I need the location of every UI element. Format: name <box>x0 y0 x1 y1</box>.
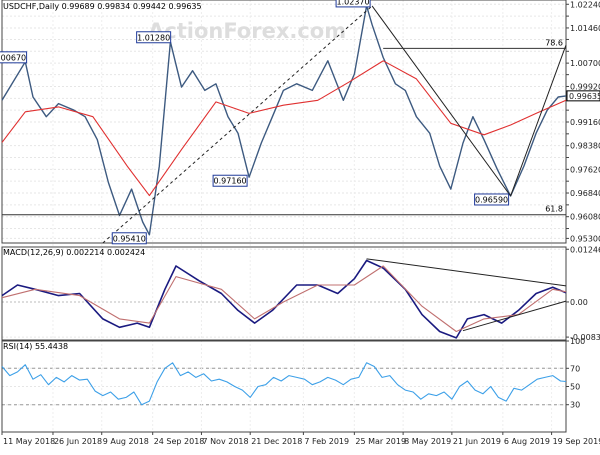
x-tick-label: 21 Jun 2019 <box>453 437 501 446</box>
fib-level-label: 61.8 <box>545 205 563 214</box>
price-panel-title: USDCHF,Daily 0.99689 0.99834 0.99442 0.9… <box>3 2 202 11</box>
y-tick-label: 1.01460 <box>570 24 600 33</box>
fib-level-label: 78.6 <box>545 38 563 47</box>
annotation-box <box>111 232 147 245</box>
y-tick-label: 0.95300 <box>570 234 600 243</box>
y-tick-label: 0.97620 <box>570 165 600 174</box>
y-tick-label: 100 <box>570 337 585 346</box>
series-line-signal <box>1 265 567 333</box>
y-tick-label: 0.99160 <box>570 118 600 127</box>
y-tick-label: -0.008313 <box>570 333 600 342</box>
macd-panel-title: MACD(12,26,9) 0.002214 0.002424 <box>3 248 145 257</box>
annotation-box <box>136 31 172 44</box>
y-tick-label: 0.00 <box>570 298 588 307</box>
x-tick-label: 7 Feb 2019 <box>304 437 349 446</box>
x-tick-label: 25 Mar 2019 <box>355 437 406 446</box>
annotation-label: 1.00670 <box>0 53 26 62</box>
trendline <box>366 258 567 287</box>
y-tick-label: 0.012467 <box>570 245 600 254</box>
x-tick-label: 6 Aug 2019 <box>504 437 550 446</box>
y-tick-label: 1.02240 <box>570 0 600 9</box>
x-tick-label: 8 May 2019 <box>404 437 451 446</box>
y-tick-label: 0.99920 <box>570 82 600 91</box>
y-tick-label: 0.98380 <box>570 142 600 151</box>
y-tick-label: 50 <box>570 383 580 392</box>
annotation-label: 0.95410 <box>113 234 146 243</box>
annotation-box <box>474 193 510 206</box>
series-line-price <box>1 5 567 236</box>
annotation-label: 1.01280 <box>137 33 170 42</box>
annotation-label: 0.96590 <box>475 195 508 204</box>
x-tick-label: 19 Sep 2019 <box>553 437 600 446</box>
annotation-label: 1.02370 <box>337 0 370 6</box>
x-tick-label: 9 Aug 2018 <box>103 437 149 446</box>
annotation-label: 0.97160 <box>214 177 247 186</box>
watermark: ActionForex.com <box>148 19 346 43</box>
annotation-box <box>0 51 28 64</box>
y-tick-label: 0.96840 <box>570 189 600 198</box>
y-tick-label: 70 <box>570 364 580 373</box>
rsi-panel-title: RSI(14) 55.4438 <box>3 342 68 351</box>
trendline <box>510 44 567 197</box>
panel-frame <box>1 246 567 341</box>
trendline <box>371 5 512 197</box>
current-price-box <box>566 90 600 102</box>
annotation-box <box>212 174 248 187</box>
annotation-box <box>335 0 371 8</box>
x-tick-label: 26 Jun 2018 <box>54 437 102 446</box>
y-tick-label: 0.96080 <box>570 213 600 222</box>
x-tick-label: 11 May 2018 <box>3 437 55 446</box>
series-line-macd <box>1 259 567 339</box>
x-tick-label: 7 Nov 2018 <box>202 437 248 446</box>
series-line-ma <box>1 60 567 197</box>
y-tick-label: 30 <box>570 401 580 410</box>
x-tick-label: 21 Dec 2018 <box>251 437 302 446</box>
x-tick-label: 24 Sep 2018 <box>154 437 205 446</box>
y-tick-label: 1.00700 <box>570 59 600 68</box>
trendline <box>462 300 567 332</box>
current-price-label: 0.99635 <box>569 92 600 101</box>
series-line-rsi <box>1 362 567 406</box>
